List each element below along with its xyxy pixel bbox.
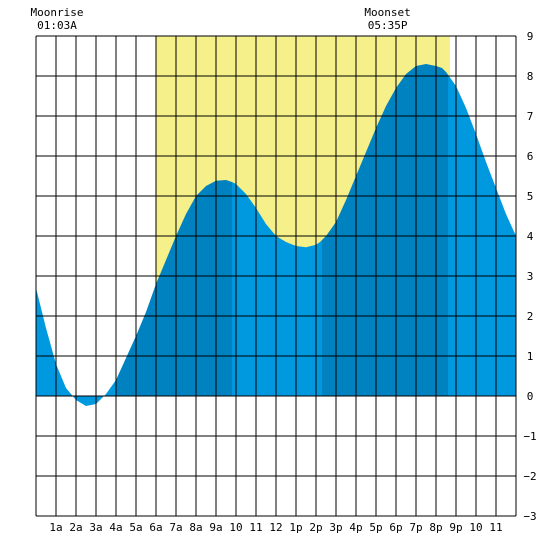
y-tick-label: −2 (523, 470, 536, 483)
y-tick-label: −3 (523, 510, 536, 523)
y-tick-label: 6 (527, 150, 534, 163)
x-tick-label: 8a (189, 521, 202, 534)
x-tick-label: 1p (289, 521, 302, 534)
tide-area-segment-3 (232, 182, 322, 396)
y-tick-label: 8 (527, 70, 534, 83)
x-tick-label: 11 (249, 521, 262, 534)
y-tick-labels: −3 −2 −1 0 1 2 3 4 5 6 7 8 9 (523, 30, 536, 523)
moon-event-time: 01:03A (37, 19, 77, 32)
tide-area-segment-4 (322, 64, 448, 396)
y-tick-label: 3 (527, 270, 534, 283)
x-tick-label: 6a (149, 521, 162, 534)
tide-area-segment-2 (116, 180, 232, 396)
x-tick-label: 4a (109, 521, 122, 534)
x-tick-label: 7a (169, 521, 182, 534)
x-tick-label: 10 (469, 521, 482, 534)
y-tick-label: 9 (527, 30, 534, 43)
x-tick-label: 9p (449, 521, 462, 534)
y-tick-label: 1 (527, 350, 534, 363)
x-tick-label: 6p (389, 521, 402, 534)
x-tick-label: 5p (369, 521, 382, 534)
x-tick-label: 8p (429, 521, 442, 534)
x-tick-label: 2a (69, 521, 82, 534)
moon-event-time: 05:35P (368, 19, 408, 32)
x-tick-label: 1a (49, 521, 62, 534)
x-tick-label: 11 (489, 521, 502, 534)
y-tick-label: 2 (527, 310, 534, 323)
x-tick-label: 2p (309, 521, 322, 534)
y-tick-label: −1 (523, 430, 536, 443)
grid-layer (35, 35, 517, 517)
y-tick-label: 0 (527, 390, 534, 403)
x-tick-label: 7p (409, 521, 422, 534)
x-tick-label: 4p (349, 521, 362, 534)
y-tick-label: 4 (527, 230, 534, 243)
moon-event-label: Moonrise (31, 6, 84, 19)
x-tick-label: 12 (269, 521, 282, 534)
x-tick-labels: 1a 2a 3a 4a 5a 6a 7a 8a 9a 10 11 12 1p 2p 3p 4p 5p 6p 7p 8p… (49, 521, 502, 534)
x-tick-label: 10 (229, 521, 242, 534)
x-tick-label: 9a (209, 521, 222, 534)
x-tick-label: 3p (329, 521, 342, 534)
x-tick-label: 5a (129, 521, 142, 534)
x-tick-label: 3a (89, 521, 102, 534)
y-tick-label: 5 (527, 190, 534, 203)
moon-event-label: Moonset (364, 6, 410, 19)
y-tick-label: 7 (527, 110, 534, 123)
